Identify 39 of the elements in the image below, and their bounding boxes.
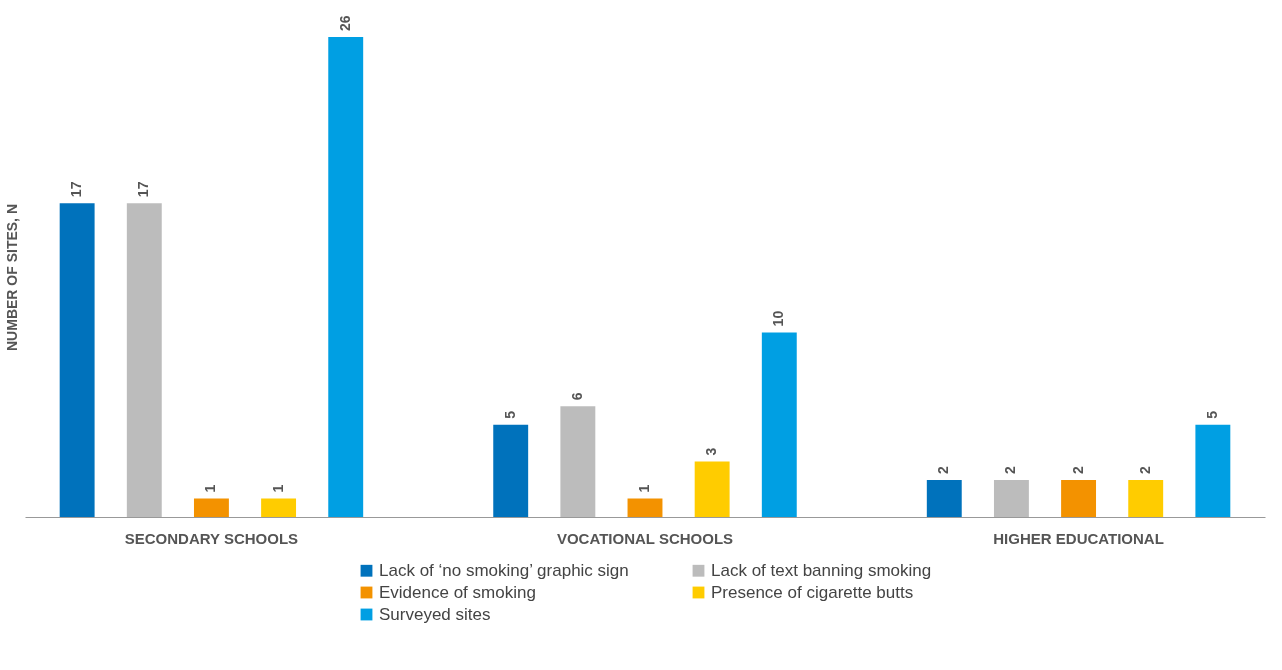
data-label: 17 [135, 181, 152, 198]
bar [560, 406, 596, 517]
bar [126, 203, 162, 517]
x-tick-label: HIGHER EDUCATIONAL [993, 529, 1164, 547]
bar [993, 480, 1029, 517]
data-label: 2 [935, 466, 952, 475]
bar [926, 480, 962, 517]
data-label: 1 [636, 484, 652, 493]
bar [261, 498, 297, 517]
data-label: 26 [336, 15, 353, 31]
legend-label: Lack of ‘no smoking’ graphic sign [379, 560, 629, 580]
data-label: 5 [1203, 410, 1220, 419]
data-label: 1 [269, 484, 286, 493]
data-label: 5 [501, 410, 518, 419]
data-label: 10 [770, 310, 787, 327]
data-label: 3 [703, 447, 720, 456]
legend-label: Presence of cigarette butts [711, 582, 914, 602]
legend-label: Lack of text banning smoking [711, 560, 932, 580]
data-label: 17 [68, 181, 85, 198]
bar [1128, 480, 1164, 517]
bar [761, 332, 797, 517]
data-label: 2 [1069, 466, 1086, 475]
x-tick-label: VOCATIONAL SCHOOLS [556, 529, 734, 547]
bar [1061, 480, 1097, 517]
bar [1195, 424, 1231, 517]
bar [193, 498, 229, 517]
data-label: 6 [568, 392, 585, 401]
legend-label: Evidence of smoking [379, 582, 536, 602]
data-label: 2 [1002, 466, 1019, 475]
bar [627, 498, 663, 517]
bar [493, 424, 529, 517]
legend-label: Surveyed sites [379, 604, 491, 624]
y-axis-title: NUMBER OF SITES, N [3, 203, 20, 352]
bar [328, 37, 364, 517]
data-label: 2 [1136, 466, 1153, 475]
bar [59, 203, 95, 517]
x-tick-label: SECONDARY SCHOOLS [124, 529, 299, 547]
data-label: 1 [202, 484, 219, 493]
bar [694, 461, 730, 517]
